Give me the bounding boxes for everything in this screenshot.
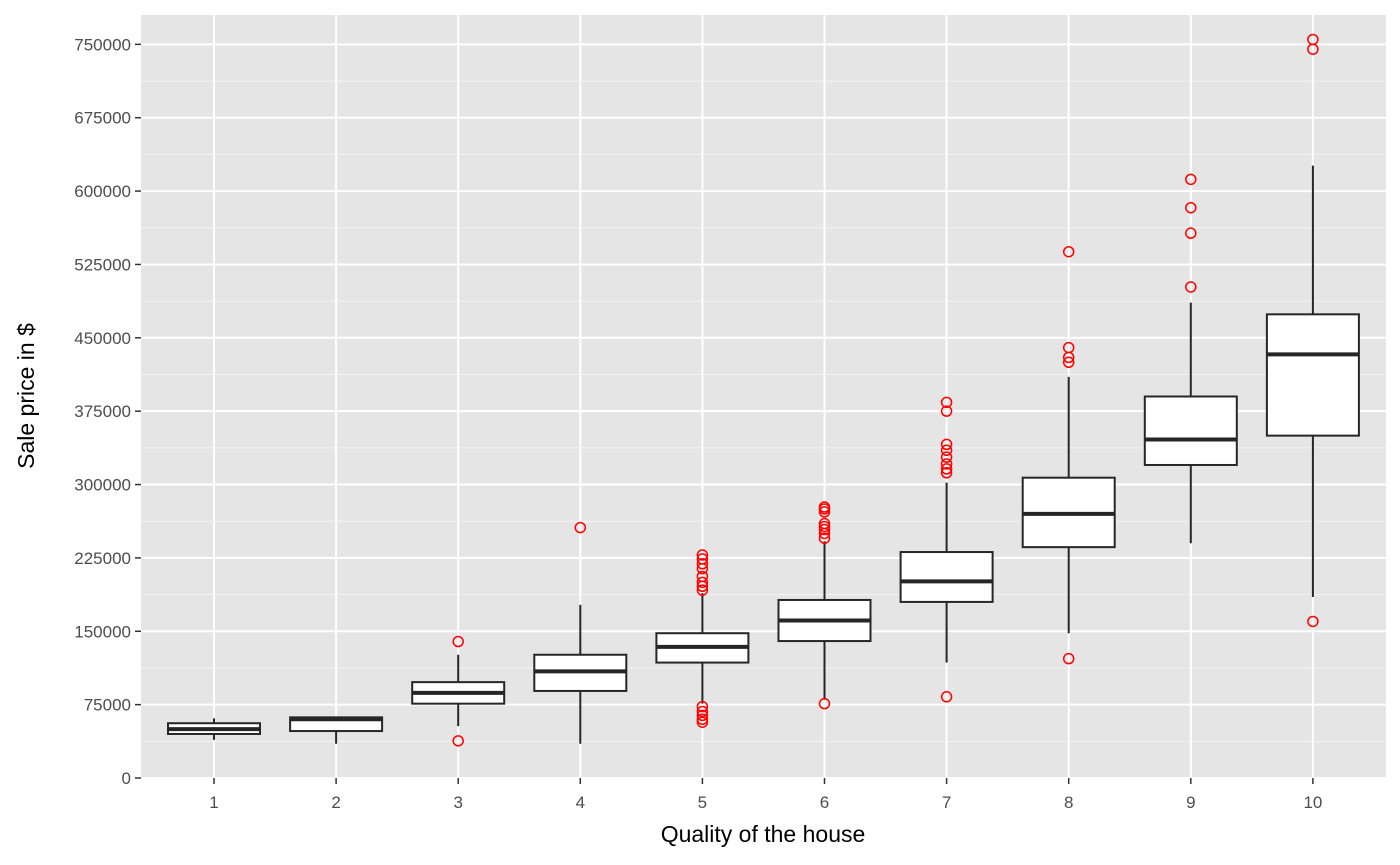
outlier-point — [452, 735, 464, 747]
y-tick-label: 675000 — [74, 109, 131, 128]
outlier-point — [696, 700, 709, 713]
outlier-point — [818, 523, 831, 536]
outlier-point — [574, 521, 587, 534]
outlier-point — [696, 716, 709, 728]
boxes-layer — [167, 33, 1360, 747]
x-tick-label: 5 — [698, 793, 707, 812]
outlier-point — [818, 697, 831, 710]
box-group-8 — [1021, 245, 1116, 665]
y-tick-label: 225000 — [74, 549, 131, 568]
box-group-10 — [1265, 33, 1360, 628]
x-tick-label: 7 — [942, 793, 951, 812]
box — [899, 551, 994, 603]
outlier-point — [696, 576, 709, 589]
box-group-3 — [411, 635, 506, 747]
outlier-point — [940, 444, 953, 457]
outlier-point — [818, 520, 831, 533]
outlier-point — [940, 467, 953, 479]
box-group-6 — [777, 501, 872, 710]
y-tick-label: 150000 — [74, 622, 131, 641]
outlier-point — [1185, 281, 1197, 293]
y-tick-label: 750000 — [74, 35, 131, 54]
x-tick-label: 1 — [209, 793, 218, 812]
outlier-point — [1185, 201, 1197, 214]
outlier-point — [940, 438, 953, 451]
outlier-point — [940, 458, 953, 470]
y-tick-label: 375000 — [74, 402, 131, 421]
outlier-point — [696, 580, 709, 593]
outlier-point — [1062, 351, 1075, 364]
outlier-point — [1307, 615, 1319, 628]
x-tick-label: 4 — [576, 793, 585, 812]
outlier-point — [818, 503, 831, 515]
outlier-point — [696, 709, 709, 722]
box-group-2 — [289, 716, 384, 744]
outlier-point — [696, 558, 709, 570]
y-tick-label: 525000 — [74, 255, 131, 274]
outlier-point — [818, 527, 831, 540]
outlier-point — [818, 506, 831, 518]
outlier-point — [940, 463, 953, 475]
y-tick-label: 600000 — [74, 182, 131, 201]
y-tick-label: 0 — [122, 769, 131, 788]
outlier-point — [818, 532, 831, 545]
box-group-9 — [1143, 173, 1238, 544]
box-group-1 — [167, 718, 261, 740]
x-tick-label: 6 — [820, 793, 829, 812]
y-axis-title: Sale price in $ — [13, 323, 39, 469]
x-tick-label: 3 — [453, 793, 462, 812]
outlier-point — [940, 396, 953, 409]
x-axis: 1 2 3 4 5 6 7 8 9 10 — [209, 778, 1322, 812]
box-group-5 — [655, 549, 750, 728]
x-axis-title: Quality of the house — [661, 821, 866, 847]
outlier-point — [940, 691, 953, 703]
x-tick-label: 9 — [1186, 793, 1195, 812]
outlier-point — [940, 451, 953, 463]
outlier-point — [940, 405, 953, 417]
y-axis: 0 75000 150000 225000 300000 375000 450000 5250… — [74, 35, 141, 788]
x-tick-label: 8 — [1064, 793, 1073, 812]
outlier-point — [452, 635, 464, 648]
outlier-point — [696, 713, 709, 726]
outlier-point — [1185, 173, 1197, 186]
minor-gridlines — [141, 80, 1386, 742]
box-group-4 — [533, 521, 628, 744]
x-tick-label: 10 — [1303, 793, 1322, 812]
outlier-point — [696, 562, 709, 575]
box-group-7 — [899, 396, 994, 703]
outlier-point — [696, 549, 709, 561]
box — [1265, 313, 1360, 437]
box — [1143, 395, 1238, 466]
outlier-point — [696, 705, 709, 718]
y-tick-label: 450000 — [74, 329, 131, 348]
outlier-point — [1185, 227, 1197, 239]
outlier-point — [1062, 245, 1075, 258]
y-tick-label: 300000 — [74, 476, 131, 495]
x-tick-label: 2 — [331, 793, 340, 812]
outlier-point — [1062, 356, 1075, 369]
outlier-point — [1062, 652, 1075, 665]
outlier-point — [1307, 43, 1319, 55]
outlier-point — [696, 584, 709, 596]
y-tick-label: 75000 — [84, 696, 131, 715]
